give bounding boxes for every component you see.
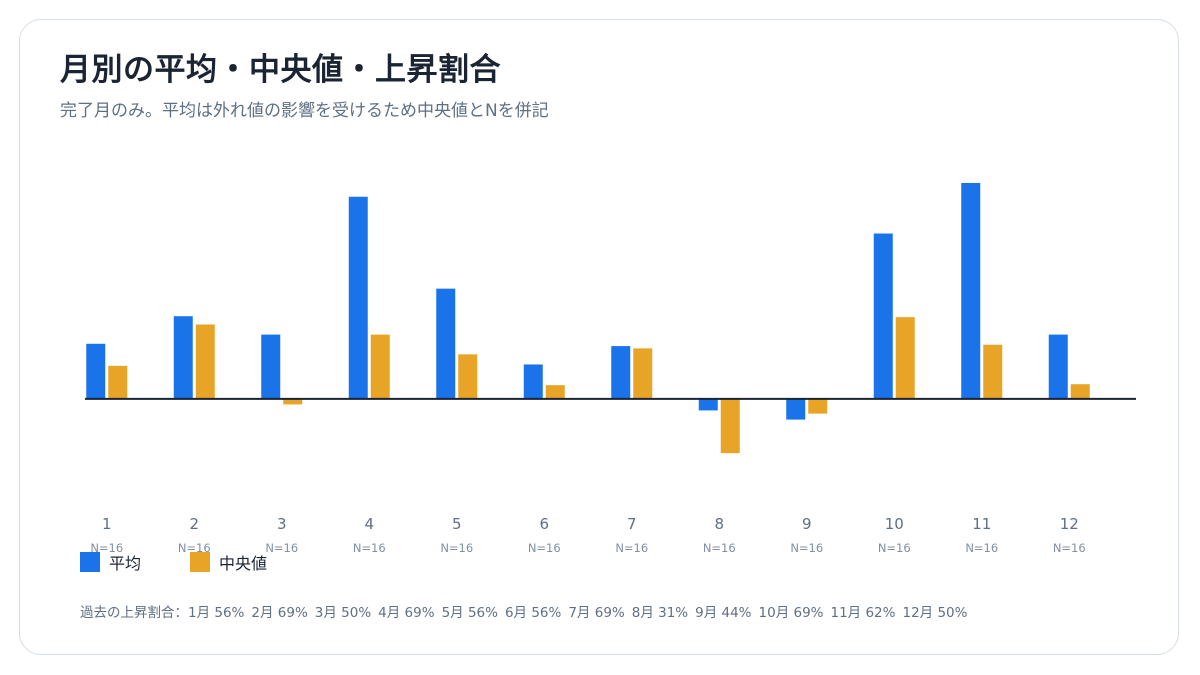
bar-mean-6 <box>523 364 543 399</box>
legend-swatch-median <box>190 552 210 572</box>
bar-mean-11 <box>961 182 981 399</box>
n-label: N=16 <box>790 541 823 555</box>
legend-label-mean: 平均 <box>109 554 142 573</box>
historical-rise-ratio: 過去の上昇割合：1月 56% 2月 69% 3月 50% 4月 69% 5月 56% 6月… <box>80 601 974 621</box>
bar-median-8 <box>720 398 740 454</box>
legend-item-median: 中央値 <box>190 550 267 574</box>
bar-mean-1 <box>86 343 106 399</box>
bar-mean-8 <box>698 398 718 411</box>
bar-median-10 <box>895 317 915 399</box>
x-tick-label: 4 <box>364 515 374 533</box>
bar-mean-7 <box>611 346 631 399</box>
x-tick-label: 5 <box>452 515 462 533</box>
x-tick-label: 3 <box>277 515 287 533</box>
bar-mean-9 <box>786 398 806 420</box>
footer-item-6: 6月 56% <box>504 605 562 621</box>
bar-median-6 <box>545 385 565 399</box>
n-label: N=16 <box>965 541 998 555</box>
x-tick-label: 2 <box>189 515 199 533</box>
n-label: N=16 <box>528 541 561 555</box>
bar-median-4 <box>370 334 390 399</box>
x-tick-label: 10 <box>885 515 904 533</box>
n-label: N=16 <box>703 541 736 555</box>
n-label: N=16 <box>1053 541 1086 555</box>
legend-label-median: 中央値 <box>219 554 268 573</box>
n-label: N=16 <box>878 541 911 555</box>
n-label: N=16 <box>265 541 298 555</box>
footer-item-2: 2月 69% <box>251 605 308 621</box>
chart-title: 月別の平均・中央値・上昇割合 <box>60 52 501 88</box>
footer-items: 1月 56% 2月 69% 3月 50% 4月 69% 5月 56% 6月 56% 7月 6… <box>188 605 974 621</box>
bar-median-3 <box>283 398 303 405</box>
bar-mean-5 <box>436 288 456 399</box>
bar-median-7 <box>633 348 653 399</box>
footer-item-8: 8月 31% <box>631 605 689 621</box>
x-tick-label: 9 <box>802 515 812 533</box>
n-label: N=16 <box>178 541 211 555</box>
footer-item-4: 4月 69% <box>378 605 435 621</box>
legend-item-mean: 平均 <box>80 550 141 574</box>
footer-item-12: 12月 50% <box>902 605 968 621</box>
bar-mean-4 <box>348 196 368 399</box>
bar-median-5 <box>458 354 478 399</box>
chart-subtitle: 完了月のみ。平均は外れ値の影響を受けるため中央値とNを併記 <box>60 101 549 121</box>
footer-item-7: 7月 69% <box>568 605 625 621</box>
footer-item-1: 1月 56% <box>188 605 245 621</box>
bar-mean-12 <box>1048 334 1068 399</box>
x-tick-label: 11 <box>972 515 991 533</box>
bar-median-2 <box>195 324 215 399</box>
legend-swatch-mean <box>80 552 100 572</box>
x-tick-label: 12 <box>1060 515 1079 533</box>
bar-median-9 <box>808 398 828 414</box>
x-tick-label: 1 <box>102 515 112 533</box>
footer-item-3: 3月 50% <box>314 605 372 621</box>
n-label: N=16 <box>90 541 123 555</box>
x-tick-label: 6 <box>539 515 549 533</box>
footer-prefix: 過去の上昇割合： <box>80 605 188 621</box>
bar-mean-10 <box>873 233 893 399</box>
bar-median-11 <box>983 344 1003 399</box>
n-label: N=16 <box>353 541 386 555</box>
bar-median-1 <box>108 365 128 399</box>
x-tick-label: 8 <box>714 515 724 533</box>
bar-median-12 <box>1070 384 1090 399</box>
footer-item-9: 9月 44% <box>695 605 752 621</box>
x-tick-label: 7 <box>627 515 637 533</box>
n-label: N=16 <box>615 541 648 555</box>
bar-mean-3 <box>261 334 281 399</box>
footer-item-5: 5月 56% <box>441 605 498 621</box>
n-label: N=16 <box>440 541 473 555</box>
footer-item-10: 10月 69% <box>758 605 824 621</box>
footer-item-11: 11月 62% <box>830 605 896 621</box>
bar-mean-2 <box>173 316 193 399</box>
